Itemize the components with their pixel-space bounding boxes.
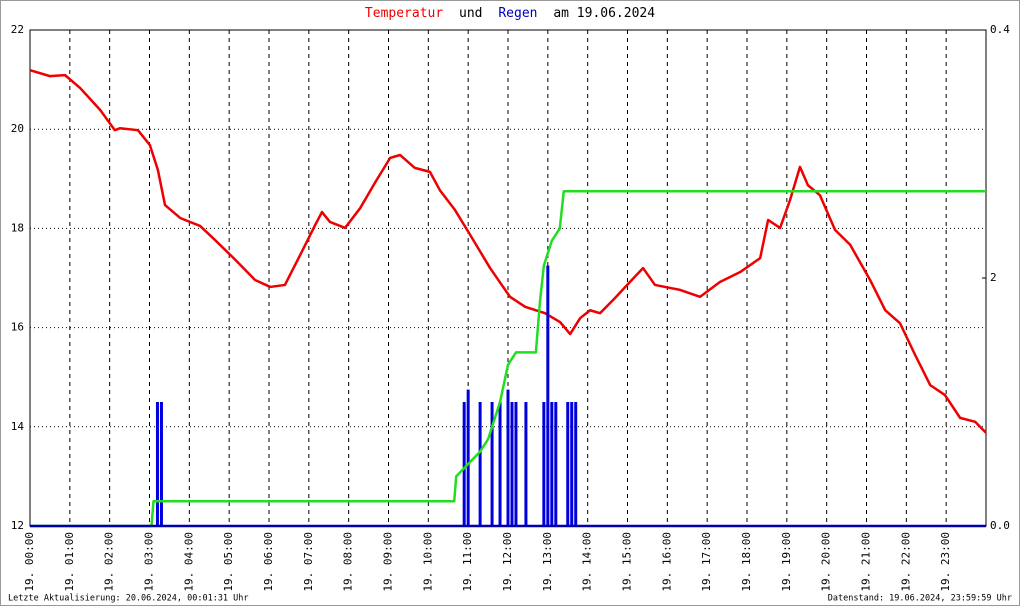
rain-bar (566, 402, 570, 526)
x-tick-label: 19. 13:00 (541, 532, 554, 592)
rain-bar (155, 402, 159, 526)
x-tick-label: 19. 10:00 (421, 532, 434, 592)
x-tick-label: 19. 08:00 (342, 532, 355, 592)
x-tick-label: 19. 02:00 (103, 532, 116, 592)
y2-tick-label: 0.4 (990, 23, 1010, 36)
x-tick-label: 19. 20:00 (820, 532, 833, 592)
rain-bar (159, 402, 163, 526)
y-tick-label: 22 (11, 23, 24, 36)
rain-bar (542, 402, 546, 526)
y-tick-label: 18 (11, 221, 24, 234)
y2-tick-label: 2 (990, 271, 997, 284)
rain-bar (574, 402, 578, 526)
x-tick-label: 19. 21:00 (860, 532, 873, 592)
footer-right: Datenstand: 19.06.2024, 23:59:59 Uhr (828, 594, 1012, 604)
title-part: Regen (498, 6, 537, 21)
rain-bar (498, 402, 502, 526)
y-tick-label: 12 (11, 519, 24, 532)
rain-bar (506, 389, 510, 526)
y-tick-label: 20 (11, 122, 24, 135)
x-tick-label: 19. 23:00 (939, 532, 952, 592)
title-part: am 19.06.2024 (553, 6, 655, 21)
footer-left: Letzte Aktualisierung: 20.06.2024, 00:01… (8, 594, 249, 604)
rain-bar (510, 402, 514, 526)
x-tick-label: 19. 06:00 (262, 532, 275, 592)
rain-bar (550, 402, 554, 526)
x-tick-label: 19. 22:00 (899, 532, 912, 592)
rain-bar (524, 402, 528, 526)
rain-bar (554, 402, 558, 526)
x-tick-label: 19. 16:00 (660, 532, 673, 592)
x-tick-label: 19. 00:00 (23, 532, 36, 592)
x-tick-label: 19. 19:00 (780, 532, 793, 592)
rain-sum-line (30, 189, 986, 528)
x-tick-label: 19. 11:00 (461, 532, 474, 592)
x-tick-label: 19. 07:00 (302, 532, 315, 592)
title-part: und (459, 6, 482, 21)
rain-bar (462, 402, 466, 526)
title-part: Temperatur (365, 6, 443, 21)
x-tick-label: 19. 03:00 (143, 532, 156, 592)
x-tick-label: 19. 17:00 (700, 532, 713, 592)
x-tick-label: 19. 05:00 (222, 532, 235, 592)
y2-tick-label: 0.0 (990, 519, 1010, 532)
x-tick-label: 19. 09:00 (382, 532, 395, 592)
x-tick-label: 19. 14:00 (581, 532, 594, 592)
rain-bar (546, 265, 550, 526)
y-tick-label: 14 (11, 420, 25, 433)
rain-bar (570, 402, 574, 526)
x-tick-label: 19. 18:00 (740, 532, 753, 592)
rain-bar (478, 402, 482, 526)
x-tick-label: 19. 15:00 (621, 532, 634, 592)
chart-title: Temperatur und Regen am 19.06.2024 (365, 6, 655, 21)
rain-bar (490, 402, 494, 526)
x-tick-label: 19. 01:00 (63, 532, 76, 592)
rain-bar (466, 389, 470, 526)
temperature-line (29, 68, 987, 434)
x-tick-label: 19. 12:00 (501, 532, 514, 592)
rain-bar (514, 402, 518, 526)
x-tick-label: 19. 04:00 (182, 532, 195, 592)
y-tick-label: 16 (11, 321, 24, 334)
